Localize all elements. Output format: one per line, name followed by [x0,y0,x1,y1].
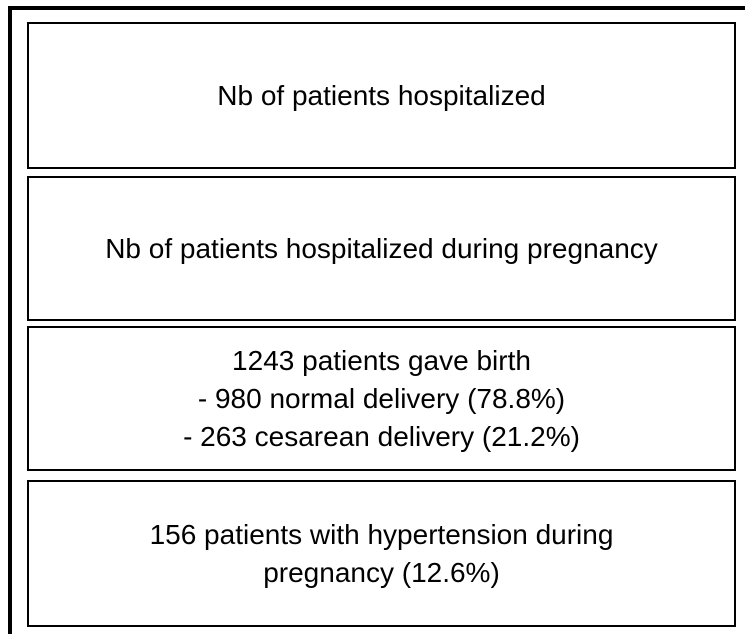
outer-frame [8,6,745,634]
box: Nb of patients hospitalized [27,22,736,169]
box-text: 1243 patients gave birth [232,344,531,376]
box-text: pregnancy (12.6%) [263,556,500,588]
box: 156 patients with hypertension during pre… [27,480,736,627]
box: 1243 patients gave birth - 980 normal del… [27,326,736,471]
box-text: Nb of patients hospitalized [217,79,546,111]
box: Nb of patients hospitalized during pregn… [27,176,736,321]
box-text: - 980 normal delivery (78.8%) [197,382,566,414]
box-text: - 263 cesarean delivery (21.2%) [183,420,580,452]
box-text: Nb of patients hospitalized during pregn… [105,232,658,264]
box-text: 156 patients with hypertension during [149,518,614,550]
